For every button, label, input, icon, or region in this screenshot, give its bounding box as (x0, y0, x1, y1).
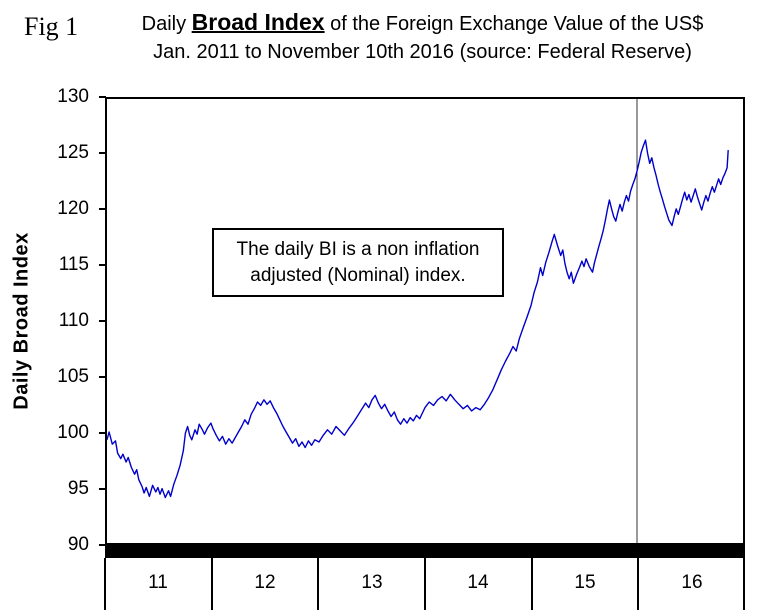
x-axis-tick (531, 558, 533, 610)
x-axis-band (105, 545, 745, 558)
chart-title-block: Daily Broad Index of the Foreign Exchang… (95, 8, 750, 65)
y-tick-label: 110 (0, 310, 106, 332)
x-tick-label: 14 (467, 572, 489, 593)
chart-title: Daily Broad Index of the Foreign Exchang… (95, 8, 750, 37)
x-tick-label: 15 (574, 572, 596, 593)
chart-subtitle: Jan. 2011 to November 10th 2016 (source:… (153, 41, 692, 63)
y-tick-label: 130 (0, 86, 106, 108)
x-axis-tick (104, 558, 106, 610)
figure-label: Fig 1 (24, 12, 79, 41)
chart-title-emphasis: Broad Index (191, 9, 325, 35)
line-chart (107, 99, 729, 543)
annotation-line-1: The daily BI is a non inflation (236, 239, 480, 260)
chart-title-prefix: Daily (141, 13, 192, 35)
x-axis-tick (317, 558, 319, 610)
x-axis-tick (743, 558, 745, 610)
y-tick-label: 95 (0, 478, 106, 500)
x-tick-label: 11 (148, 572, 168, 593)
y-tick-label: 115 (0, 254, 106, 276)
x-axis-tick (211, 558, 213, 610)
plot-area (105, 97, 745, 545)
y-tick-label: 105 (0, 366, 106, 388)
y-tick-label: 90 (0, 534, 106, 556)
x-tick-label: 12 (254, 572, 276, 593)
y-tick-label: 125 (0, 142, 106, 164)
x-tick-label: 13 (361, 572, 383, 593)
annotation-box: The daily BI is a non inflation adjusted… (212, 228, 504, 298)
x-tick-label: 16 (681, 572, 703, 593)
annotation-line-2: adjusted (Nominal) index. (250, 264, 466, 286)
x-axis-tick (637, 558, 639, 610)
chart-title-suffix: of the Foreign Exchange Value of the US$ (324, 13, 704, 35)
y-tick-label: 100 (0, 422, 106, 444)
y-tick-label: 120 (0, 198, 106, 220)
x-axis-tick (424, 558, 426, 610)
data-line (107, 139, 729, 499)
